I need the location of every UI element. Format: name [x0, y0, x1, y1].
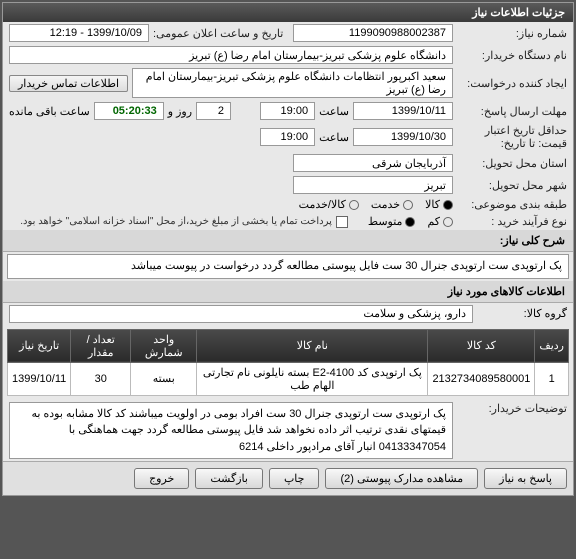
days-label: روز و — [168, 105, 192, 118]
buy-type-label: نوع فرآیند خرید : — [457, 215, 567, 228]
category-label: طبقه بندی موضوعی: — [457, 198, 567, 211]
group-value: دارو، پزشکی و سلامت — [9, 305, 473, 323]
attachments-button[interactable]: مشاهده مدارک پیوستی (2) — [325, 468, 478, 489]
group-label: گروه کالا: — [477, 307, 567, 320]
radio-service-icon[interactable] — [403, 200, 413, 210]
radio-both-label: کالا/خدمت — [299, 198, 346, 211]
creator-value: سعید اکبرپور انتظامات دانشگاه علوم پزشکی… — [132, 68, 453, 98]
need-desc-text: پک ارتوپدی ست ارتوپدی جنرال 30 ست فایل پ… — [7, 254, 569, 279]
table-header: کد کالا — [428, 329, 535, 362]
buyer-label: نام دستگاه خریدار: — [457, 49, 567, 62]
radio-goods-label: کالا — [425, 198, 440, 211]
deadline-label: مهلت ارسال پاسخ: — [457, 105, 567, 118]
deliver-prov-label: استان محل تحویل: — [457, 157, 567, 170]
table-header: نام کالا — [197, 329, 428, 362]
table-cell: 30 — [71, 362, 131, 395]
items-header: اطلاعات کالاهای مورد نیاز — [3, 281, 573, 303]
footer-buttons: پاسخ به نیاز مشاهده مدارک پیوستی (2) چاپ… — [3, 461, 573, 495]
radio-service-label: خدمت — [371, 198, 400, 211]
deliver-prov-value: آذربایجان شرقی — [293, 154, 453, 172]
days-remaining: 2 — [196, 102, 231, 120]
radio-both-icon[interactable] — [349, 200, 359, 210]
time-label-2: ساعت — [319, 131, 349, 144]
print-button[interactable]: چاپ — [269, 468, 320, 489]
need-desc-header: شرح کلی نیاز: — [3, 230, 573, 252]
validity-label: حداقل تاریخ اعتبار قیمت: تا تاریخ: — [457, 124, 567, 150]
buyer-value: دانشگاه علوم پزشکی تبریز-بیمارستان امام … — [9, 46, 453, 64]
radio-low-icon[interactable] — [443, 217, 453, 227]
deliver-city-label: شهر محل تحویل: — [457, 179, 567, 192]
validity-time: 19:00 — [260, 128, 315, 146]
table-header: تاریخ نیاز — [8, 329, 71, 362]
radio-mid-label: متوسط — [368, 215, 403, 228]
table-header: واحد شمارش — [131, 329, 197, 362]
deadline-date: 1399/10/11 — [353, 102, 453, 120]
validity-date: 1399/10/30 — [353, 128, 453, 146]
category-radio-group: کالا خدمت کالا/خدمت — [299, 198, 453, 211]
deadline-time: 19:00 — [260, 102, 315, 120]
table-header: ردیف — [535, 329, 569, 362]
radio-mid-icon[interactable] — [405, 217, 415, 227]
time-label-1: ساعت — [319, 105, 349, 118]
main-panel: جزئیات اطلاعات نیاز شماره نیاز: 11990909… — [2, 2, 574, 496]
treasury-checkbox[interactable] — [336, 216, 348, 228]
exit-button[interactable]: خروج — [134, 468, 189, 489]
remain-label: ساعت باقی مانده — [9, 105, 90, 118]
pub-date-value: 1399/10/09 - 12:19 — [9, 24, 149, 42]
radio-goods-icon[interactable] — [443, 200, 453, 210]
need-number-value: 1199090988002387 — [293, 24, 453, 42]
reply-button[interactable]: پاسخ به نیاز — [484, 468, 567, 489]
deliver-city-value: تبریز — [293, 176, 453, 194]
need-number-label: شماره نیاز: — [457, 27, 567, 40]
pub-date-label: تاریخ و ساعت اعلان عمومی: — [153, 27, 283, 40]
contact-buyer-button[interactable]: اطلاعات تماس خریدار — [9, 75, 128, 92]
table-cell: 2132734089580001 — [428, 362, 535, 395]
table-cell: 1399/10/11 — [8, 362, 71, 395]
buyer-notes-label: توضیحات خریدار: — [457, 402, 567, 415]
back-button[interactable]: بازگشت — [195, 468, 263, 489]
panel-header-top: جزئیات اطلاعات نیاز — [3, 3, 573, 22]
buy-type-radio-group: کم متوسط — [368, 215, 453, 228]
radio-low-label: کم — [427, 215, 440, 228]
table-cell: 1 — [535, 362, 569, 395]
treasury-label: پرداخت تمام یا بخشی از مبلغ خرید،از محل … — [20, 216, 332, 227]
countdown-timer: 05:20:33 — [94, 102, 164, 120]
creator-label: ایجاد کننده درخواست: — [457, 77, 567, 90]
table-cell: پک ارتوپدی کد E2-4100 بسته نایلونی نام ت… — [197, 362, 428, 395]
table-row[interactable]: 12132734089580001پک ارتوپدی کد E2-4100 ب… — [8, 362, 569, 395]
buyer-notes-text: پک ارتوپدی ست ارتوپدی جنرال 30 ست افراد … — [9, 402, 453, 460]
table-cell: بسته — [131, 362, 197, 395]
items-table: ردیفکد کالانام کالاواحد شمارشتعداد / مقد… — [7, 329, 569, 396]
table-header: تعداد / مقدار — [71, 329, 131, 362]
